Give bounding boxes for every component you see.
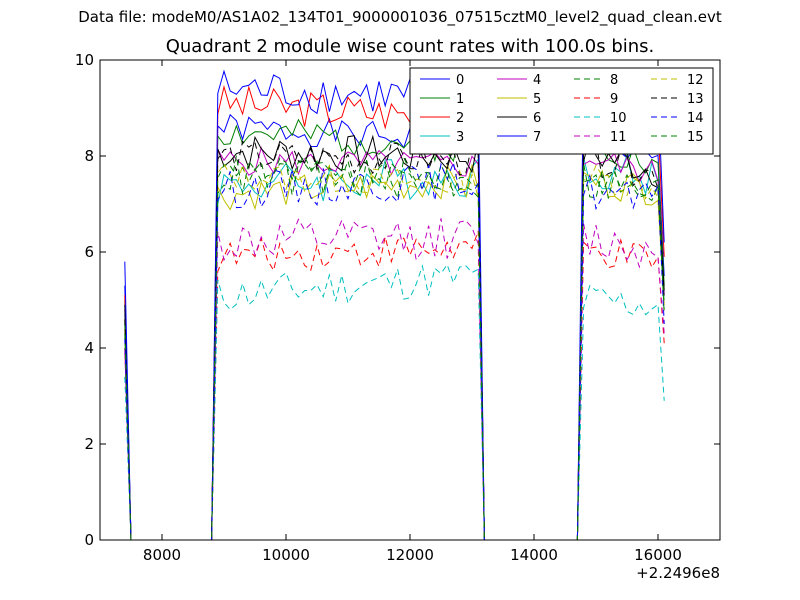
legend-label-11: 11 xyxy=(610,130,627,145)
y-tick-label: 6 xyxy=(84,243,94,261)
legend-label-2: 2 xyxy=(456,111,464,126)
y-tick-label: 0 xyxy=(84,531,94,549)
x-tick-label: 14000 xyxy=(510,546,558,564)
legend-label-14: 14 xyxy=(687,111,704,126)
legend-label-8: 8 xyxy=(610,73,618,88)
legend-label-5: 5 xyxy=(533,92,541,107)
legend-label-12: 12 xyxy=(687,73,704,88)
y-tick-label: 4 xyxy=(84,339,94,357)
x-tick-label: 16000 xyxy=(634,546,682,564)
legend-box xyxy=(409,67,714,155)
series-line-15 xyxy=(124,155,665,540)
series-line-11 xyxy=(124,218,665,540)
series-line-9 xyxy=(124,230,665,540)
x-tick-label: 10000 xyxy=(262,546,310,564)
x-offset-label: +2.2496e8 xyxy=(636,564,720,582)
y-tick-label: 10 xyxy=(75,51,94,69)
legend-label-6: 6 xyxy=(533,111,541,126)
x-tick-label: 8000 xyxy=(143,546,181,564)
legend-label-3: 3 xyxy=(456,130,464,145)
series-line-3 xyxy=(124,153,665,540)
legend-label-1: 1 xyxy=(456,92,464,107)
figure-suptitle: Data file: modeM0/AS1A02_134T01_90000010… xyxy=(78,8,722,26)
legend-label-15: 15 xyxy=(687,130,704,145)
chart-title: Quadrant 2 module wise count rates with … xyxy=(165,36,655,57)
legend-label-7: 7 xyxy=(533,130,541,145)
legend-label-4: 4 xyxy=(533,73,541,88)
x-tick-label: 12000 xyxy=(386,546,434,564)
series-line-14 xyxy=(124,160,665,540)
legend-label-0: 0 xyxy=(456,73,464,88)
series-line-10 xyxy=(124,263,665,540)
series-layer xyxy=(124,68,665,540)
y-tick-label: 2 xyxy=(84,435,94,453)
legend-label-10: 10 xyxy=(610,111,627,126)
legend-label-13: 13 xyxy=(687,92,704,107)
legend-label-9: 9 xyxy=(610,92,618,107)
y-tick-label: 8 xyxy=(84,147,94,165)
